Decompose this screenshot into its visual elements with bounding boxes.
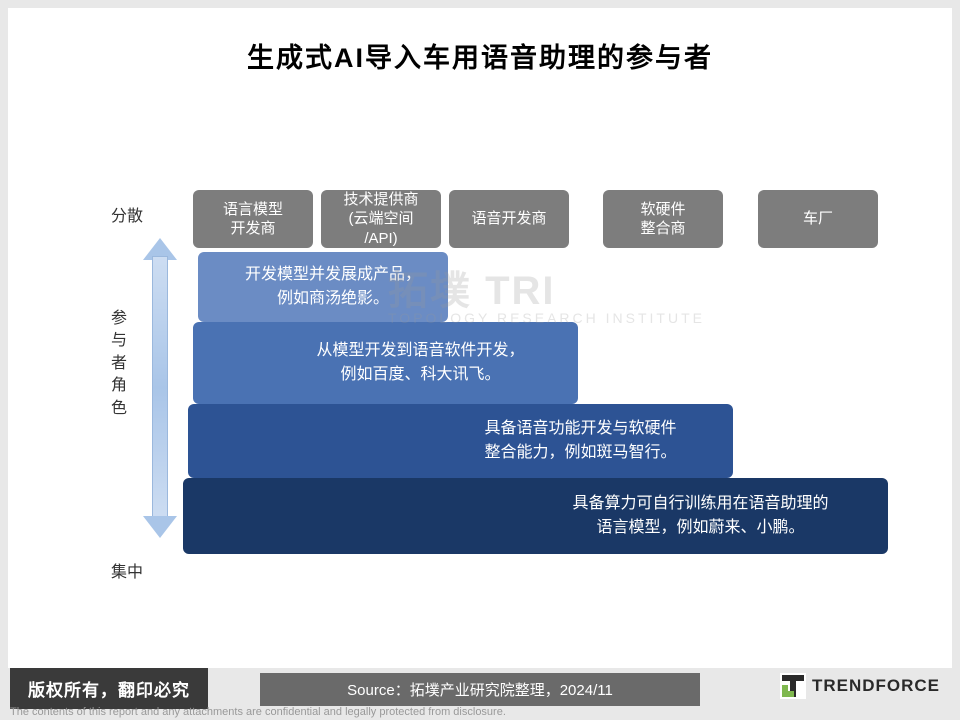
layer-text-0: 开发模型并发展成产品，例如商汤绝影。 [228,263,438,311]
layer-band-0: 开发模型并发展成产品，例如商汤绝影。 [198,252,448,322]
layer-text-3: 具备算力可自行训练用在语音助理的语言模型，例如蔚来、小鹏。 [523,492,878,540]
logo-area: TRENDFORCE [780,673,940,699]
layer-text-2: 具备语音功能开发与软硬件整合能力，例如斑马智行。 [438,417,723,465]
slide-container: 生成式AI导入车用语音助理的参与者 分散 集中 参与者角色 开发模型并发展成产品… [8,8,952,668]
header-box-3: 软硬件整合商 [603,190,723,248]
source-label: Source：拓墣产业研究院整理，2024/11 [260,673,700,706]
header-box-2: 语音开发商 [449,190,569,248]
copyright-label: 版权所有，翻印必究 [10,668,208,709]
logo-text: TRENDFORCE [812,676,940,696]
arrow-down-icon [143,516,177,538]
header-box-1: 技术提供商(云端空间/API) [321,190,441,248]
trendforce-logo-icon [780,673,806,699]
layer-text-1: 从模型开发到语音软件开发，例如百度、科大讯飞。 [273,339,568,387]
arrow-body [152,256,168,520]
disclaimer-text: The contents of this report and any atta… [10,706,506,718]
layer-band-3: 具备算力可自行训练用在语音助理的语言模型，例如蔚来、小鹏。 [183,478,888,554]
header-box-4: 车厂 [758,190,878,248]
axis-label-bottom: 集中 [111,558,143,582]
page-title: 生成式AI导入车用语音助理的参与者 [8,8,952,75]
axis-label-top: 分散 [111,202,143,226]
axis-label-mid: 参与者角色 [111,308,131,420]
layer-band-1: 从模型开发到语音软件开发，例如百度、科大讯飞。 [193,322,578,404]
vertical-arrow [145,238,175,538]
diagram-area: 分散 集中 参与者角色 开发模型并发展成产品，例如商汤绝影。从模型开发到语音软件… [103,178,923,578]
header-box-0: 语言模型开发商 [193,190,313,248]
footer: 版权所有，翻印必究 Source：拓墣产业研究院整理，2024/11 TREND… [0,668,960,720]
layer-band-2: 具备语音功能开发与软硬件整合能力，例如斑马智行。 [188,404,733,478]
